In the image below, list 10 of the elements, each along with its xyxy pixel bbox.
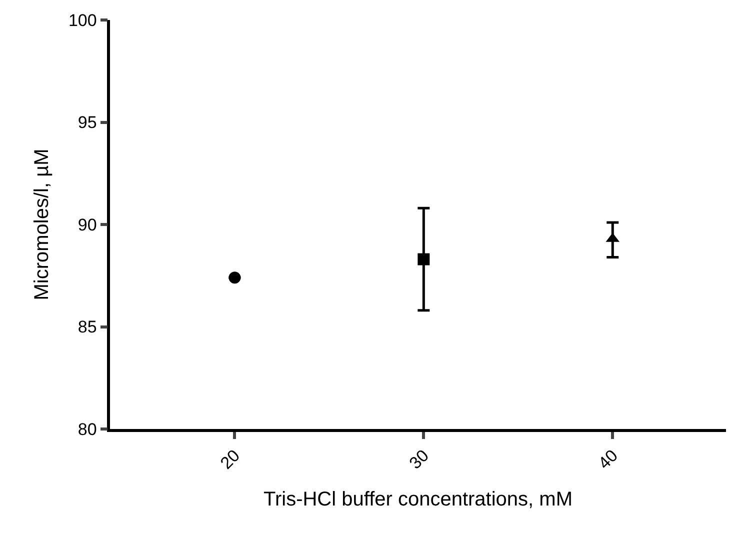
y-tick-label: 80	[78, 420, 97, 439]
y-tick-label: 95	[78, 113, 97, 132]
y-tick-label: 100	[68, 10, 97, 30]
y-axis-title: Micromoles/l, µM	[30, 148, 53, 300]
y-tick-label: 90	[78, 215, 97, 234]
x-tick-label: 40	[594, 446, 622, 473]
y-tick-label: 85	[78, 318, 97, 337]
x-axis-title: Tris-HCl buffer concentrations, mM	[264, 488, 572, 510]
x-tick-label: 30	[406, 446, 433, 473]
x-tick-label: 20	[216, 446, 244, 473]
